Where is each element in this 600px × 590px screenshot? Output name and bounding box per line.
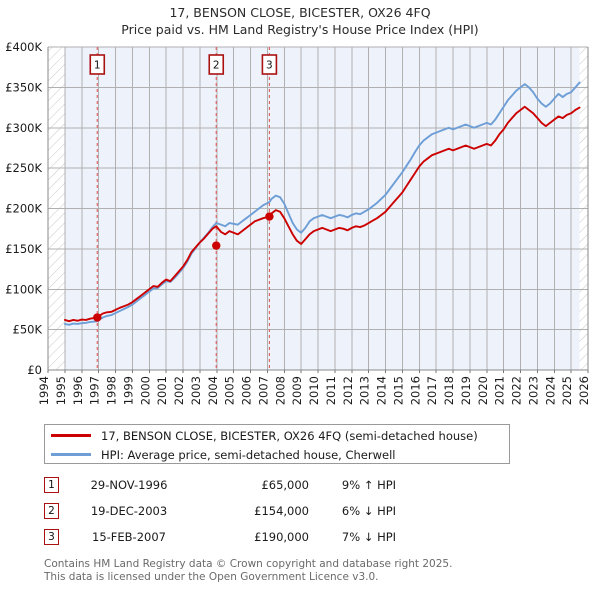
legend-item-price-paid: 17, BENSON CLOSE, BICESTER, OX26 4FQ (se… (45, 426, 509, 445)
x-axis-tick-label: 2025 (560, 376, 574, 405)
price-history-chart: £0 £50K £100K £150K £200K £250K £300K £350K £400… (5, 40, 591, 405)
transaction-price-3: £190,000 (254, 530, 309, 544)
x-axis-tick-label: 2018 (442, 376, 456, 405)
transactions-table: 1 29-NOV-1996 £65,000 9% ↑ HPI 2 19-DEC-… (44, 472, 464, 550)
x-axis-tick-label: 2008 (273, 376, 287, 405)
x-axis-tick-label: 2003 (189, 376, 203, 405)
marker-box-1[interactable] (89, 54, 106, 75)
marker-point-1 (93, 313, 102, 322)
marker-box-2[interactable] (208, 54, 225, 75)
chart-title: 17, BENSON CLOSE, BICESTER, OX26 4FQ (169, 5, 431, 20)
legend-item-hpi: HPI: Average price, semi-detached house,… (45, 445, 509, 464)
series-line-hpi (63, 81, 581, 326)
y-axis-tick-label: £100K (5, 282, 42, 296)
x-axis-tick-label: 2000 (138, 376, 152, 405)
series-line-price-paid (63, 105, 581, 323)
x-axis-tick-label: 2022 (510, 376, 524, 405)
x-axis-tick-label: 1998 (105, 376, 119, 405)
marker-box-label-3: 3 (266, 60, 273, 72)
x-axis-tick-label: 1995 (54, 376, 68, 405)
transaction-badge-2: 2 (44, 503, 59, 519)
legend-swatch-price-paid (51, 434, 91, 437)
x-axis-tick-label: 2007 (256, 376, 270, 405)
marker-point-2 (212, 241, 221, 250)
transaction-delta-1: 9% ↑ HPI (341, 478, 397, 492)
x-axis-tick-label: 2024 (543, 376, 557, 405)
y-axis-tick-label: £250K (5, 161, 42, 175)
x-axis-tick-label: 2001 (155, 376, 169, 405)
x-axis-tick-label: 2009 (290, 376, 304, 405)
footer-line-1: Contains HM Land Registry data © Crown c… (44, 558, 453, 570)
transaction-delta-2: 6% ↓ HPI (341, 504, 397, 518)
transaction-price-1: £65,000 (261, 478, 309, 492)
y-axis-tick-label: £200K (5, 202, 42, 216)
x-axis-tick-label: 2017 (425, 376, 439, 405)
marker-box-label-1: 1 (94, 60, 101, 72)
x-axis-tick-label: 1999 (121, 376, 135, 405)
footer-line-2: This data is licensed under the Open Gov… (44, 571, 379, 583)
x-axis-tick-label: 2021 (493, 376, 507, 405)
x-axis-tick-label: 2015 (391, 376, 405, 405)
legend-label-hpi: HPI: Average price, semi-detached house,… (101, 447, 396, 462)
x-axis-tick-label: 2019 (459, 376, 473, 405)
x-axis-tick-label: 1994 (37, 376, 51, 405)
x-axis-tick-label: 1997 (88, 376, 102, 405)
y-axis-tick-label: £0 (27, 363, 42, 377)
table-row: 1 29-NOV-1996 £65,000 9% ↑ HPI (44, 472, 464, 498)
x-axis-tick-label: 2004 (206, 376, 220, 405)
chart-subtitle: Price paid vs. HM Land Registry's House … (121, 22, 479, 37)
x-axis-tick-label: 1996 (71, 376, 85, 405)
x-axis-tick-label: 2002 (172, 376, 186, 405)
x-axis-tick-label: 2013 (358, 376, 372, 405)
x-axis-tick-label: 2006 (240, 376, 254, 405)
legend-swatch-hpi (51, 453, 91, 456)
transaction-date-2: 19-DEC-2003 (90, 504, 168, 518)
chart-legend: 17, BENSON CLOSE, BICESTER, OX26 4FQ (se… (44, 424, 510, 464)
transaction-price-2: £154,000 (254, 504, 309, 518)
x-axis-tick-label: 2014 (375, 376, 389, 405)
transaction-delta-3: 7% ↓ HPI (341, 530, 397, 544)
marker-box-label-2: 2 (213, 60, 220, 72)
transaction-date-3: 15-FEB-2007 (92, 530, 166, 544)
x-axis-tick-label: 2026 (577, 376, 591, 405)
transaction-badge-3: 3 (44, 529, 59, 545)
x-axis-tick-label: 2016 (408, 376, 422, 405)
x-axis-tick-label: 2011 (324, 376, 338, 405)
x-axis-tick-label: 2023 (526, 376, 540, 405)
table-row: 3 15-FEB-2007 £190,000 7% ↓ HPI (44, 524, 464, 550)
x-axis-tick-label: 2010 (307, 376, 321, 405)
legend-label-price-paid: 17, BENSON CLOSE, BICESTER, OX26 4FQ (se… (101, 428, 478, 443)
y-axis-tick-label: £350K (5, 80, 42, 94)
x-axis-tick-label: 2012 (341, 376, 355, 405)
x-axis-tick-label: 2020 (476, 376, 490, 405)
footer-attribution: Contains HM Land Registry data © Crown c… (44, 558, 584, 584)
y-axis-tick-label: £150K (5, 242, 42, 256)
page-title: 17, BENSON CLOSE, BICESTER, OX26 4FQ Pri… (0, 4, 600, 38)
y-axis-tick-label: £300K (5, 121, 42, 135)
table-row: 2 19-DEC-2003 £154,000 6% ↓ HPI (44, 498, 464, 524)
y-axis-tick-label: £50K (13, 323, 43, 337)
y-axis-tick-label: £400K (5, 40, 42, 54)
marker-box-3[interactable] (261, 54, 278, 75)
x-axis-tick-label: 2005 (223, 376, 237, 405)
marker-point-3 (265, 212, 274, 221)
transaction-badge-1: 1 (44, 477, 59, 493)
transaction-date-1: 29-NOV-1996 (90, 478, 168, 492)
